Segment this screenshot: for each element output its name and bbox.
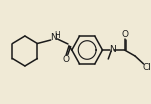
Text: Cl: Cl [143,63,151,72]
Text: N: N [50,33,57,42]
Text: H: H [54,30,60,40]
Text: O: O [122,30,129,39]
Text: N: N [109,46,115,54]
Text: O: O [63,55,70,64]
